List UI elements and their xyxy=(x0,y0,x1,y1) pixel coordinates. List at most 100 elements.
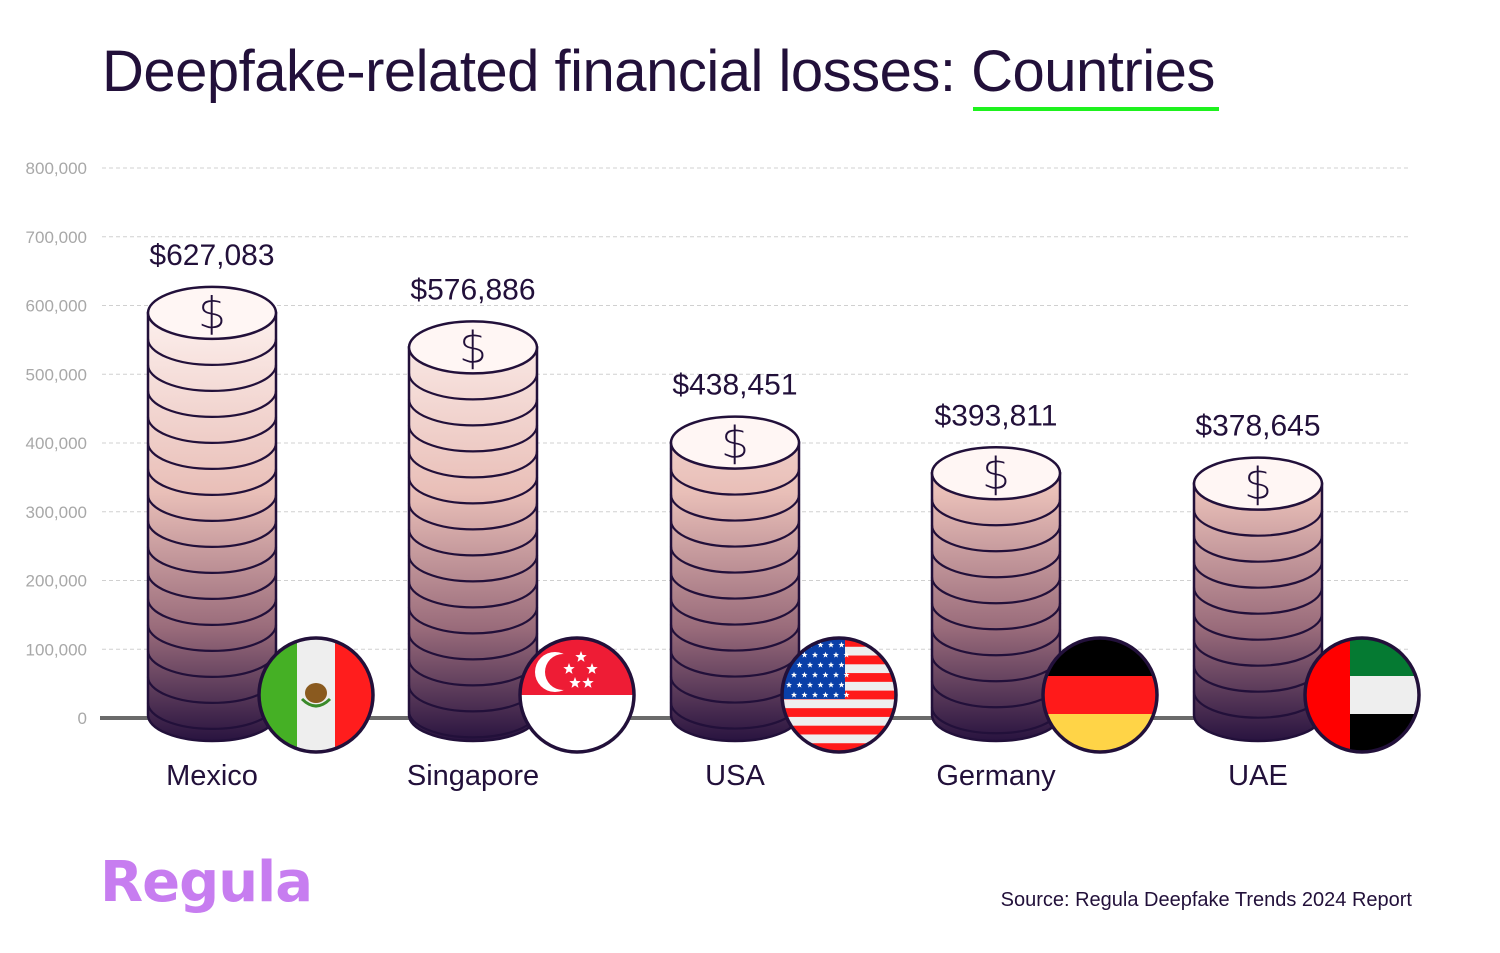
star-icon xyxy=(807,681,813,688)
coin-edge xyxy=(669,468,801,496)
value-label: $378,645 xyxy=(1195,410,1320,443)
y-tick-label: 200,000 xyxy=(26,572,87,591)
regula-logo: Regula xyxy=(100,850,313,915)
star-icon xyxy=(828,641,834,648)
flag-mexico-icon xyxy=(257,636,375,754)
dollar-icon: $ xyxy=(982,448,1010,499)
coin-edge xyxy=(930,499,1062,527)
star-icon xyxy=(822,651,829,658)
coin-edge xyxy=(930,603,1062,631)
star-icon xyxy=(569,677,581,688)
y-tick-label: 300,000 xyxy=(26,503,87,522)
value-label: $627,083 xyxy=(149,239,274,272)
title-highlight: Countries xyxy=(971,39,1219,111)
coin-edge xyxy=(407,477,539,505)
star-icon xyxy=(801,651,808,658)
coin-edge xyxy=(669,572,801,600)
coin-edge xyxy=(1192,587,1324,615)
dollar-icon: $ xyxy=(721,418,749,469)
y-tick-label: 600,000 xyxy=(26,297,87,316)
coin-edge xyxy=(146,364,278,392)
star-icon xyxy=(817,661,824,668)
value-label: $393,811 xyxy=(935,399,1058,432)
coin-edge xyxy=(146,390,278,418)
coin-stack-singapore: $ $576,886 xyxy=(407,273,539,743)
coin-edge xyxy=(930,551,1062,579)
coin-edge xyxy=(669,520,801,548)
coin-edge xyxy=(407,451,539,479)
coin-edge xyxy=(669,494,801,522)
value-label: $576,886 xyxy=(410,273,535,306)
coin-edge xyxy=(146,416,278,444)
flag-border xyxy=(1303,636,1421,754)
star-icon xyxy=(801,671,808,678)
coin-edge xyxy=(1192,613,1324,641)
y-tick-label: 500,000 xyxy=(26,365,87,384)
coin-edge xyxy=(407,373,539,401)
coin-edge xyxy=(930,577,1062,605)
wreath-icon xyxy=(300,697,332,708)
star-icon xyxy=(817,681,824,688)
coin-stack-germany: $ $393,811 xyxy=(930,399,1062,743)
coin-stack-mexico: $ $627,083 xyxy=(146,239,278,743)
coin-edge xyxy=(146,624,278,652)
coin-edge xyxy=(146,442,278,470)
star-icon xyxy=(843,671,850,678)
star-icon xyxy=(812,651,818,658)
flag-usa-icon xyxy=(780,636,898,754)
flag-border xyxy=(780,636,898,754)
coin-top xyxy=(407,320,539,375)
star-icon xyxy=(807,661,813,668)
star-icon xyxy=(838,681,845,688)
star-icon xyxy=(833,651,839,658)
coin-edge xyxy=(146,598,278,626)
dollar-icon: $ xyxy=(198,288,226,339)
coin-stack-usa: $ $438,451 xyxy=(669,369,801,743)
star-icon xyxy=(563,663,575,674)
star-icon xyxy=(582,677,594,688)
flag-singapore-icon xyxy=(518,636,636,754)
coin-edge xyxy=(407,607,539,635)
coin-edge xyxy=(930,629,1062,657)
coin-edge xyxy=(146,572,278,600)
category-label: Singapore xyxy=(407,760,539,792)
coin-edge xyxy=(407,633,539,661)
coin-edge xyxy=(407,399,539,427)
source-note: Source: Regula Deepfake Trends 2024 Repo… xyxy=(1000,889,1412,911)
coin-edge xyxy=(407,581,539,609)
star-icon xyxy=(817,641,824,648)
title-prefix: Deepfake-related financial losses: xyxy=(102,39,972,104)
coin-edge xyxy=(669,546,801,574)
star-icon xyxy=(833,691,839,698)
category-label: UAE xyxy=(1228,760,1288,792)
flag-uae-icon xyxy=(1303,636,1421,754)
coin-edge xyxy=(146,546,278,574)
coin-edge xyxy=(1192,535,1324,563)
star-icon xyxy=(796,661,803,668)
coin-edge xyxy=(669,598,801,626)
y-tick-label: 700,000 xyxy=(26,228,87,247)
star-icon xyxy=(838,661,845,668)
y-tick-label: 100,000 xyxy=(26,640,87,659)
flag-border xyxy=(518,636,636,754)
star-icon xyxy=(838,641,845,648)
star-icon xyxy=(843,651,850,658)
y-tick-label: 0 xyxy=(78,709,87,728)
coin-edge xyxy=(1192,639,1324,667)
coin-edge xyxy=(146,338,278,366)
star-icon xyxy=(801,691,808,698)
star-icon xyxy=(828,681,834,688)
coin-edge xyxy=(407,425,539,453)
coin-top xyxy=(669,415,801,470)
coin-top xyxy=(930,446,1062,501)
star-icon xyxy=(796,681,803,688)
star-icon xyxy=(791,671,797,678)
coin-edge xyxy=(407,503,539,531)
coin-edge xyxy=(1192,561,1324,589)
star-icon xyxy=(812,691,818,698)
star-icon xyxy=(586,663,598,674)
star-icon xyxy=(786,681,792,688)
star-icon xyxy=(822,671,829,678)
eagle-icon xyxy=(305,683,327,703)
